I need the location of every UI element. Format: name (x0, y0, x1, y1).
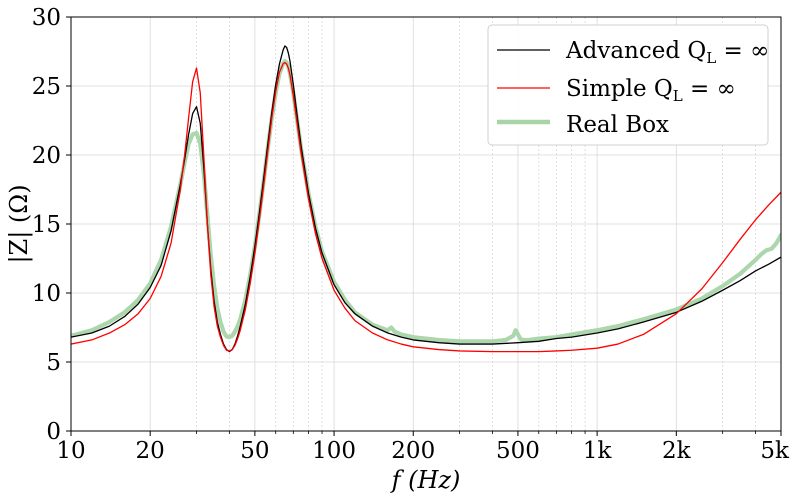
legend-tail-simple: = ∞ (683, 76, 736, 102)
legend-box (487, 24, 769, 146)
axis-ticks (66, 16, 782, 436)
y-tick-labels: 0 5 10 15 20 25 30 (32, 5, 61, 445)
x-tick-labels: 10 20 50 100 200 500 1k 2k 5k (56, 438, 790, 464)
series-lines (71, 45, 781, 353)
x-tick-label: 500 (496, 438, 540, 464)
legend-label-real-box: Real Box (566, 112, 669, 138)
y-tick-label: 25 (32, 74, 61, 100)
legend-main-simple: Simple Q (566, 76, 673, 102)
x-tick-label: 1k (583, 438, 613, 464)
x-axis-label: f (Hz) (390, 466, 461, 494)
y-tick-label: 30 (32, 5, 61, 31)
y-tick-label: 5 (46, 350, 61, 376)
legend-main-advanced: Advanced Q (565, 38, 706, 64)
series-line-advanced (71, 45, 781, 353)
x-tick-label: 200 (391, 438, 435, 464)
y-tick-label: 0 (46, 419, 61, 445)
x-tick-label: 2k (662, 438, 692, 464)
legend-label-advanced: Advanced QL = ∞ (565, 38, 769, 67)
x-tick-label: 50 (240, 438, 269, 464)
y-tick-label: 20 (32, 143, 61, 169)
x-tick-label: 100 (312, 438, 356, 464)
x-tick-label: 20 (136, 438, 165, 464)
legend-label-simple: Simple QL = ∞ (566, 76, 736, 105)
y-tick-label: 15 (32, 212, 61, 238)
x-tick-label: 5k (760, 438, 790, 464)
x-tick-label: 10 (56, 438, 85, 464)
series-line-simple (71, 61, 781, 353)
legend-subscript-advanced: L (706, 49, 716, 67)
y-tick-label: 10 (32, 281, 61, 307)
legend-tail-advanced: = ∞ (716, 38, 769, 64)
legend-subscript-simple: L (673, 87, 683, 105)
y-axis-label: |Z| (Ω) (5, 184, 34, 263)
legend: Advanced QL = ∞ Simple QL = ∞ Real Box (487, 24, 769, 146)
